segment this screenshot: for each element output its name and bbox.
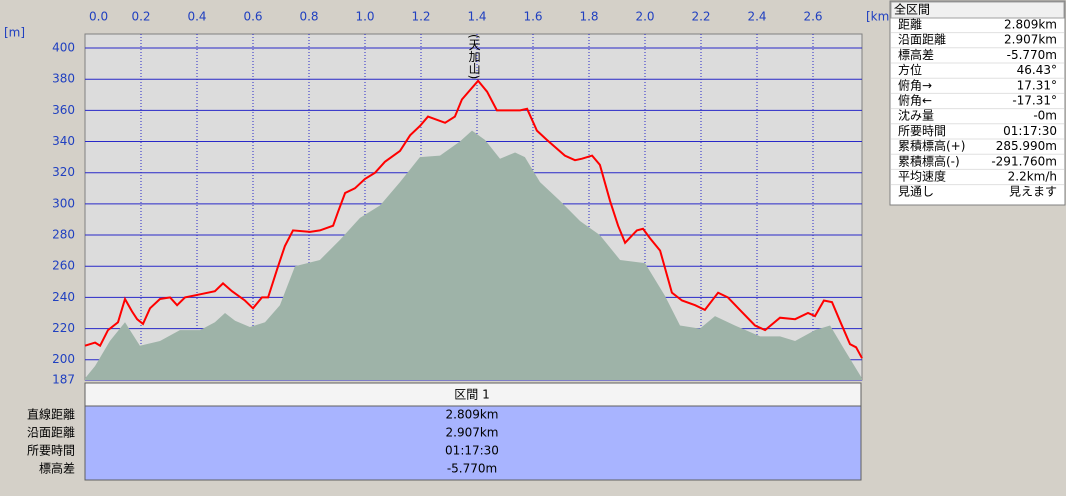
- y-tick-label: 187: [52, 373, 75, 387]
- section-value: 2.809km: [446, 408, 499, 422]
- summary-value: -17.31°: [1012, 94, 1057, 108]
- x-tick-label: 1.0: [355, 10, 374, 24]
- y-tick-label: 240: [52, 290, 75, 304]
- summary-value: 見えます: [1009, 185, 1057, 199]
- section-value: 01:17:30: [445, 444, 499, 458]
- summary-value: 2.907km: [1004, 33, 1057, 47]
- x-tick-label: 1.6: [523, 10, 542, 24]
- x-tick-label: 0.4: [187, 10, 206, 24]
- x-tick-label: 1.4: [467, 10, 486, 24]
- summary-label: 沈み量: [898, 108, 934, 123]
- x-tick-label: 2.0: [635, 10, 654, 24]
- summary-value: -291.760m: [991, 154, 1057, 168]
- section-label: 直線距離: [27, 407, 75, 422]
- x-tick-label: 1.2: [411, 10, 430, 24]
- summary-label: 所要時間: [898, 124, 946, 138]
- summary-label: 沿面距離: [898, 33, 946, 47]
- x-tick-label: 0.0: [89, 10, 108, 24]
- summary-label: 見通し: [898, 185, 934, 199]
- summary-label: 標高差: [898, 47, 934, 62]
- summary-value: 46.43°: [1017, 63, 1057, 77]
- plot-series: [84, 79, 863, 380]
- y-unit: [m]: [4, 26, 25, 40]
- summary-label: 平均速度: [898, 169, 946, 184]
- peak-annotation: (天加山): [467, 34, 481, 79]
- summary-title: 全区間: [894, 2, 930, 17]
- x-tick-label: 2.6: [803, 10, 822, 24]
- x-tick-label: 0.2: [131, 10, 150, 24]
- x-tick-label: 1.8: [579, 10, 598, 24]
- summary-value: 2.809km: [1004, 18, 1057, 32]
- summary-label: 方位: [898, 62, 922, 77]
- summary-label: 俯角→: [898, 77, 932, 92]
- section-label: 標高差: [39, 461, 75, 476]
- y-tick-label: 200: [52, 352, 75, 366]
- y-tick-label: 400: [52, 41, 75, 55]
- section-value: 2.907km: [446, 426, 499, 440]
- summary-label: 累積標高(-): [898, 153, 960, 168]
- y-tick-label: 260: [52, 259, 75, 273]
- summary-value: 17.31°: [1017, 78, 1057, 92]
- summary-label: 距離: [898, 18, 922, 32]
- summary-value: -0m: [1033, 109, 1057, 123]
- x-tick-label: 2.2: [691, 10, 710, 24]
- y-tick-label: 280: [52, 228, 75, 242]
- x-unit: [km]: [866, 10, 894, 24]
- x-tick-label: 0.8: [299, 10, 318, 24]
- summary-value: -5.770m: [1007, 48, 1057, 62]
- x-tick-label: 0.6: [243, 10, 262, 24]
- summary-label: 累積標高(+): [898, 138, 965, 153]
- terrain-area: [85, 130, 862, 380]
- section-value: -5.770m: [447, 462, 497, 476]
- section-table: [84, 405, 862, 481]
- section-label: 沿面距離: [27, 426, 75, 440]
- summary-title-box: [890, 1, 1065, 19]
- x-tick-label: 2.4: [747, 10, 766, 24]
- summary-label: 俯角←: [898, 93, 932, 108]
- y-tick-label: 300: [52, 196, 75, 210]
- y-tick-label: 320: [52, 165, 75, 179]
- y-tick-label: 340: [52, 134, 75, 148]
- section-label: 所要時間: [27, 444, 75, 458]
- y-tick-label: 220: [52, 321, 75, 335]
- summary-value: 01:17:30: [1003, 124, 1057, 138]
- y-tick-label: 360: [52, 103, 75, 117]
- summary-panel: [889, 0, 1066, 206]
- route-line: [84, 79, 863, 359]
- y-tick-label: 380: [52, 72, 75, 86]
- summary-value: 285.990m: [996, 139, 1057, 153]
- summary-value: 2.2km/h: [1008, 170, 1057, 184]
- section-header: 区間 1: [454, 388, 489, 402]
